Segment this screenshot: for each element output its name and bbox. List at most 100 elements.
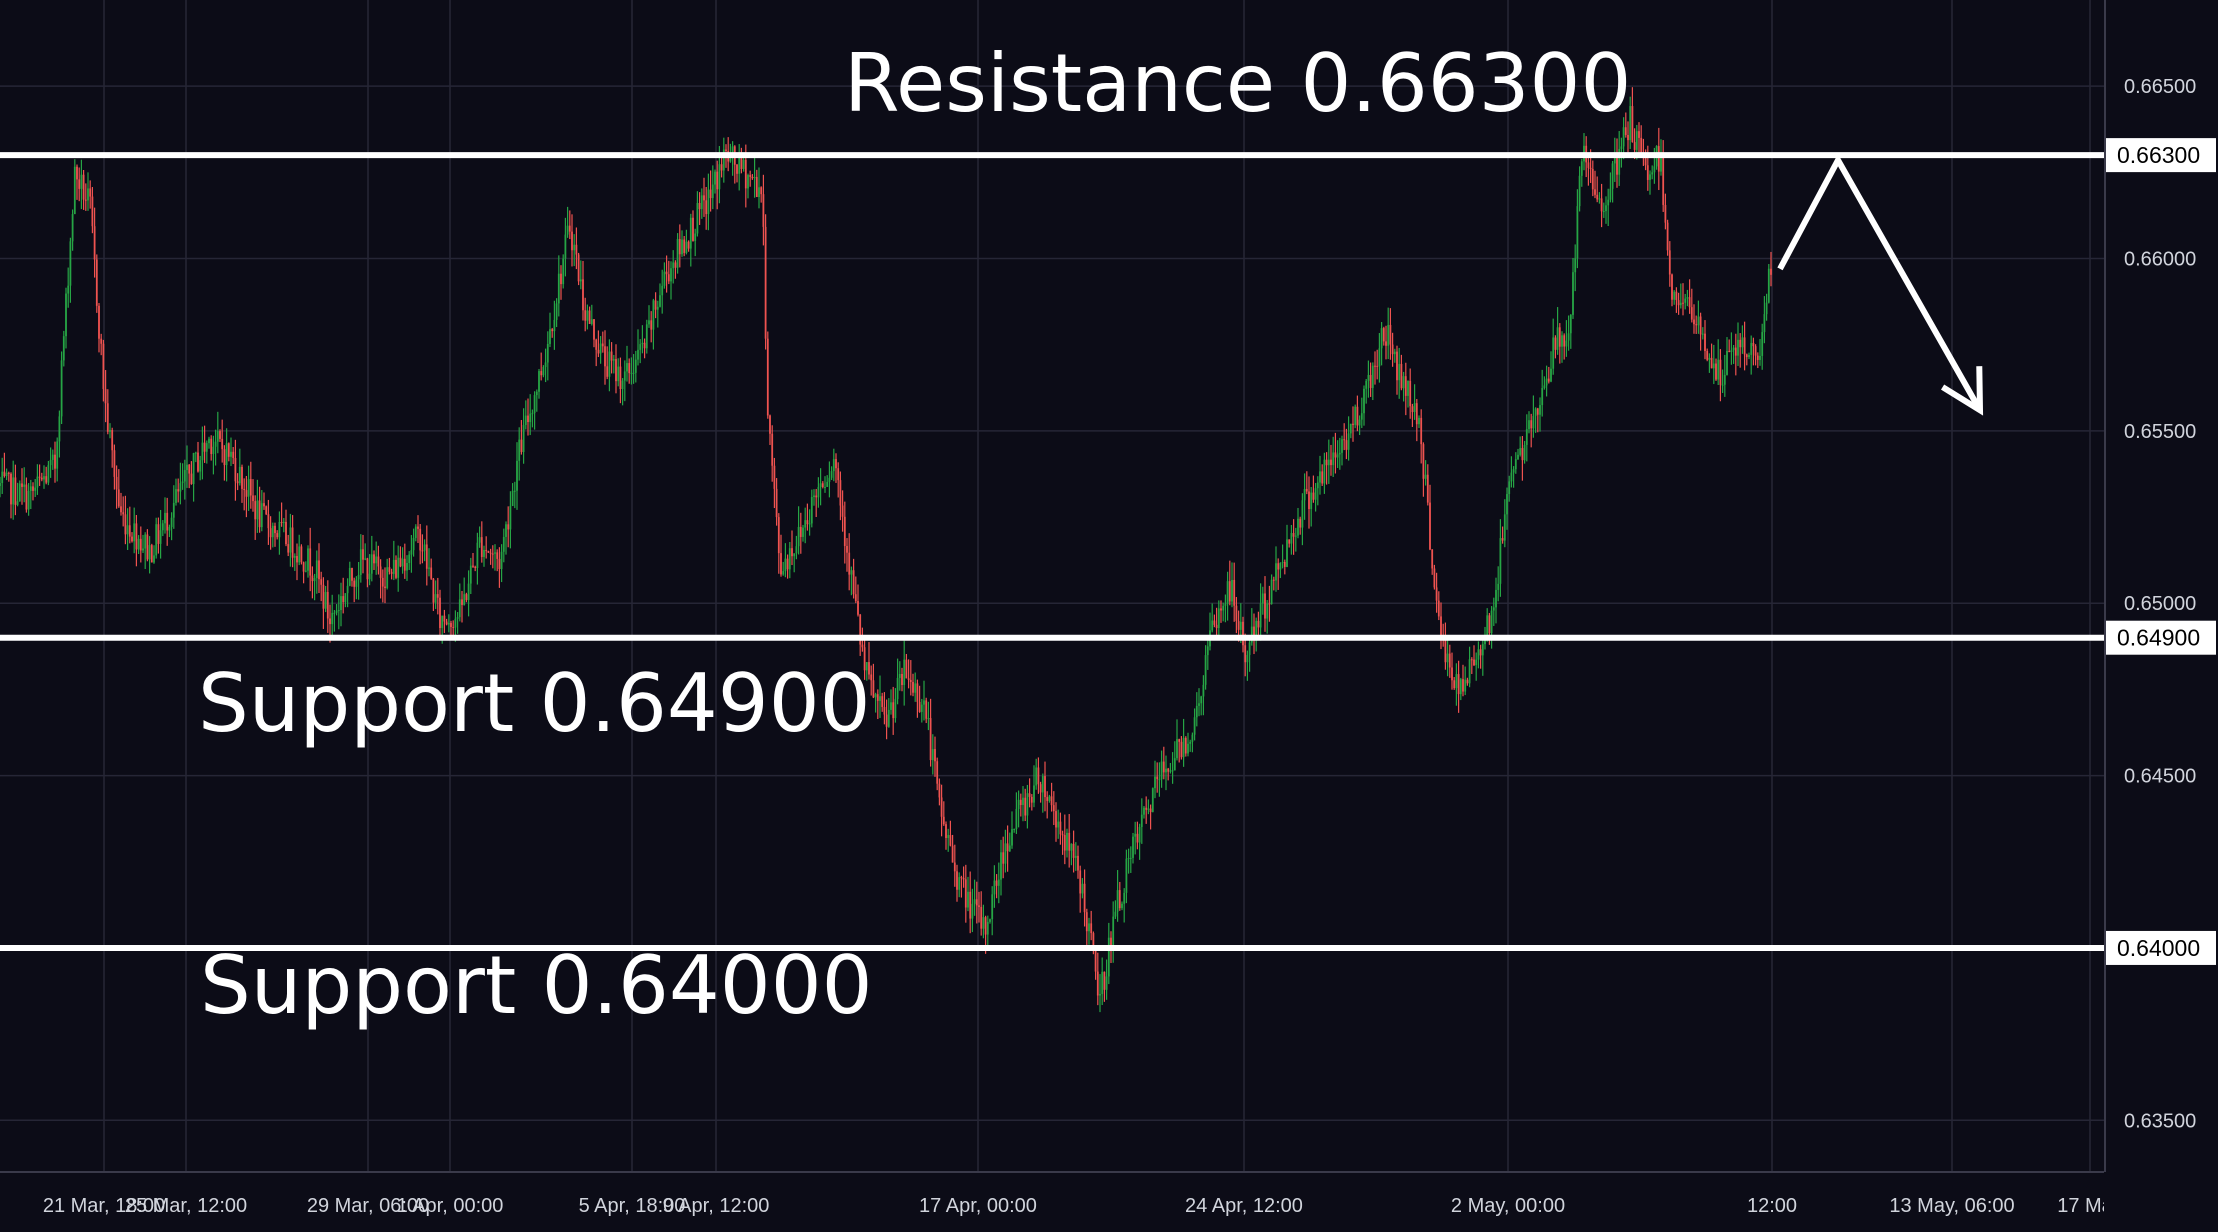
candle-461	[1013, 828, 1016, 833]
candle-311	[683, 235, 686, 257]
candle-251	[551, 327, 554, 338]
candle-626	[1376, 349, 1379, 380]
candle-778	[1710, 343, 1713, 369]
candle-367	[806, 503, 809, 531]
candle-174	[381, 569, 384, 603]
candle-109	[238, 448, 241, 486]
candle-176	[386, 558, 389, 590]
candle-686	[1508, 475, 1511, 502]
candle-471	[1035, 758, 1038, 790]
candle-612	[1345, 428, 1348, 460]
candle-316	[694, 228, 697, 257]
candle-384	[843, 501, 846, 564]
candle-359	[788, 542, 791, 579]
projection-arrow	[1777, 153, 1984, 416]
candle-520	[1143, 806, 1145, 819]
candle-161	[353, 577, 356, 603]
candle-220	[483, 545, 485, 567]
candle-523	[1149, 804, 1152, 830]
candle-438	[962, 866, 965, 888]
candle-437	[960, 875, 963, 898]
candle-342	[751, 174, 754, 180]
candle-160	[351, 567, 353, 587]
candle-373	[819, 468, 822, 506]
candle-352	[773, 457, 776, 509]
candle-549	[1206, 640, 1209, 670]
candle-469	[1030, 794, 1033, 811]
candle-317	[696, 191, 699, 237]
candle-191	[419, 523, 422, 565]
candle-89	[194, 451, 197, 463]
candle-767	[1686, 289, 1689, 307]
candle-468	[1028, 778, 1031, 808]
candle-239	[524, 400, 527, 430]
candle-674	[1481, 639, 1484, 676]
candle-389	[854, 576, 857, 604]
level-price-box-0	[2106, 138, 2216, 173]
candle-321	[705, 186, 708, 230]
candle-16	[34, 479, 37, 498]
candle-683	[1501, 526, 1504, 544]
candle-794	[1745, 353, 1748, 366]
candle-635	[1396, 345, 1398, 395]
candle-399	[876, 689, 879, 720]
candle-768	[1688, 279, 1691, 314]
candle-446	[980, 891, 983, 936]
candle-805	[1770, 251, 1772, 287]
candle-14	[29, 479, 32, 510]
price-axis[interactable]: 0.63500 0.64000 0.64500 0.65000 0.65500 0.660…	[2104, 0, 2218, 1232]
candle-10	[21, 468, 23, 505]
candle-80	[175, 478, 177, 506]
candle-414	[909, 660, 912, 696]
candle-256	[562, 254, 565, 289]
candle-666	[1464, 666, 1467, 696]
candle-538	[1182, 718, 1185, 767]
candle-664	[1459, 677, 1462, 701]
candle-734	[1613, 137, 1616, 182]
candle-561	[1233, 562, 1236, 622]
candle-43	[93, 207, 96, 278]
candle-62	[135, 514, 138, 567]
candle-162	[355, 576, 358, 600]
candle-690	[1517, 448, 1519, 460]
candle-415	[912, 673, 914, 697]
candle-627	[1378, 333, 1381, 383]
candle-501	[1101, 957, 1104, 1006]
candle-494	[1085, 908, 1088, 951]
candle-679	[1492, 597, 1495, 626]
candle-15	[32, 482, 34, 501]
candle-149	[326, 580, 329, 633]
candle-393	[863, 638, 866, 680]
candle-245	[538, 368, 540, 399]
candle-354	[777, 513, 780, 574]
candle-425	[934, 736, 936, 777]
candle-398	[874, 692, 877, 713]
candle-322	[707, 173, 710, 231]
candle-416	[914, 672, 917, 702]
candle-453	[995, 874, 998, 899]
candle-375	[824, 476, 826, 493]
candle-155	[340, 582, 342, 627]
candle-20	[43, 465, 45, 489]
candle-64	[139, 526, 142, 563]
candle-138	[302, 561, 305, 584]
candle-487	[1070, 843, 1073, 866]
candle-654	[1437, 591, 1440, 621]
candle-601	[1321, 464, 1324, 486]
candle-638	[1402, 371, 1405, 402]
candle-695	[1528, 411, 1530, 434]
x-tick-label-6: 17 Apr, 00:00	[919, 1195, 1037, 1217]
x-tick-label-2: 29 Mar, 06:00	[307, 1195, 429, 1217]
candle-177	[388, 557, 391, 575]
candle-428	[940, 784, 943, 837]
candle-711	[1563, 333, 1566, 360]
candle-208	[456, 612, 459, 634]
candle-295	[648, 305, 650, 328]
candle-190	[417, 515, 419, 544]
candle-615	[1352, 406, 1354, 442]
candle-716	[1574, 244, 1577, 292]
candle-489	[1074, 842, 1077, 871]
candle-275	[604, 330, 606, 385]
